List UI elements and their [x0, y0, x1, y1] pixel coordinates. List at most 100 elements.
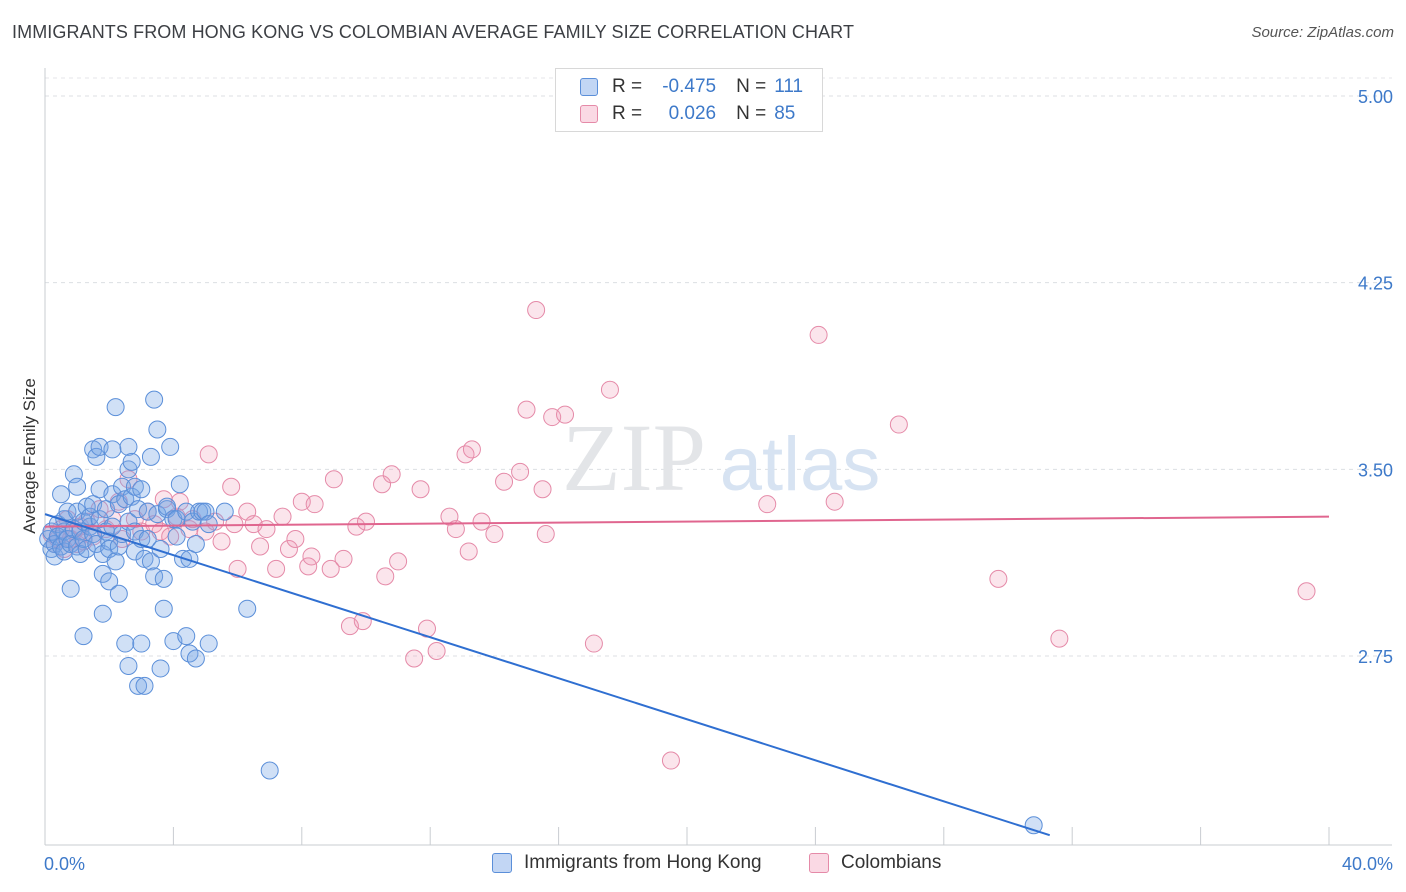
colombian-point [389, 552, 408, 571]
colombian-point [533, 480, 552, 499]
colombian-point [661, 751, 680, 770]
hongkong-trend-line [44, 513, 1051, 837]
x-tick-label: 40.0% [1342, 854, 1393, 874]
legend-n-label: N = [736, 76, 767, 97]
hongkong-point [145, 390, 164, 409]
colombian-point [1297, 582, 1316, 601]
hongkong-point [151, 659, 170, 678]
colombian-point [212, 532, 231, 551]
legend-n-value-colombian: 85 [774, 103, 796, 124]
colombian-point [222, 477, 241, 496]
hongkong-point [199, 515, 218, 534]
correlation-legend: R = -0.475 N = 111 R = 0.026 N = 85 [555, 68, 823, 132]
watermark-atlas: atlas [720, 422, 881, 507]
hongkong-point [100, 572, 119, 591]
y-tick-label: 2.75 [1358, 647, 1393, 667]
y-tick-label: 5.00 [1358, 87, 1393, 107]
colombian-point [511, 462, 530, 481]
colombian-point [758, 495, 777, 514]
legend-row-hongkong: R = -0.475 N = 111 [580, 75, 803, 99]
series-legend: Immigrants from Hong Kong Colombians [0, 852, 1406, 876]
hongkong-point [170, 475, 189, 494]
x-tick-labels: 0.0% 40.0% [44, 854, 1393, 874]
x-tick-label: 0.0% [44, 854, 85, 874]
colombian-point [228, 559, 247, 578]
colombian-point [809, 325, 828, 344]
hongkong-point [186, 535, 205, 553]
colombian-point [459, 542, 478, 561]
colombian-point [305, 495, 324, 514]
hongkong-point [154, 599, 173, 618]
legend-item-colombian[interactable]: Colombians [809, 852, 941, 874]
colombian-point [299, 557, 318, 576]
hongkong-point [132, 634, 151, 653]
hongkong-point [122, 452, 141, 471]
colombian-point [251, 537, 270, 556]
hongkong-point [177, 502, 196, 521]
y-tick-labels: 5.00 4.25 3.50 2.75 [1358, 87, 1393, 667]
colombian-point [1050, 629, 1069, 648]
hongkong-point [93, 604, 112, 623]
colombian-point [382, 465, 401, 484]
colombian-point [357, 512, 375, 531]
hongkong-point [141, 447, 160, 466]
colombian-point [119, 470, 138, 489]
hongkong-point [199, 634, 218, 653]
y-tick-label: 4.25 [1358, 274, 1393, 294]
colombian-point [556, 405, 575, 424]
colombian-point [376, 567, 395, 586]
colombian-point [472, 512, 491, 531]
legend-label-colombian: Colombians [841, 852, 942, 873]
hongkong-point [148, 420, 167, 439]
hongkong-point [61, 579, 80, 598]
colombian-point [889, 415, 908, 434]
legend-n-value-hongkong: 111 [774, 76, 804, 97]
y-tick-label: 3.50 [1358, 460, 1393, 480]
hongkong-point [103, 440, 122, 459]
colombian-point [267, 559, 286, 578]
hongkong-point [109, 584, 128, 603]
legend-row-colombian: R = 0.026 N = 85 [580, 102, 795, 126]
hongkong-points [39, 390, 1043, 835]
colombian-point [373, 475, 392, 494]
colombian-point [321, 559, 340, 578]
hongkong-point [52, 485, 71, 504]
trend-lines [44, 513, 1330, 837]
colombian-point [600, 380, 619, 399]
colombian-point [334, 549, 353, 568]
hongkong-point [116, 634, 135, 653]
hongkong-point [129, 676, 148, 695]
hongkong-point [93, 564, 112, 583]
colombian-point [257, 520, 276, 539]
colombian-point [405, 649, 424, 668]
hongkong-point [167, 510, 186, 529]
colombian-point [279, 539, 298, 558]
colombian-point [517, 400, 536, 419]
colombian-point [462, 440, 481, 459]
colombian-point [446, 520, 465, 539]
hongkong-point [260, 761, 279, 780]
hongkong-point [87, 447, 106, 466]
legend-swatch-colombian [580, 105, 598, 123]
legend-r-label: R = [612, 76, 643, 97]
hongkong-point [180, 549, 199, 568]
watermark: ZIP atlas [562, 404, 880, 511]
hongkong-point [238, 599, 257, 618]
hongkong-point [167, 527, 186, 546]
hongkong-point [58, 502, 77, 521]
hongkong-point [215, 502, 234, 521]
hongkong-point [154, 569, 173, 588]
hongkong-point [135, 676, 154, 695]
colombian-point [584, 634, 603, 653]
axes [44, 68, 1392, 846]
hongkong-point [148, 505, 167, 524]
colombian-point [527, 301, 546, 320]
legend-r-value-hongkong: -0.475 [662, 76, 717, 97]
legend-item-hongkong[interactable]: Immigrants from Hong Kong [492, 852, 762, 874]
colombian-trend-line [44, 515, 1330, 528]
colombian-point [273, 507, 292, 526]
colombian-point [199, 445, 218, 464]
chart-title: IMMIGRANTS FROM HONG KONG VS COLOMBIAN A… [12, 22, 855, 42]
hongkong-point [132, 480, 151, 499]
